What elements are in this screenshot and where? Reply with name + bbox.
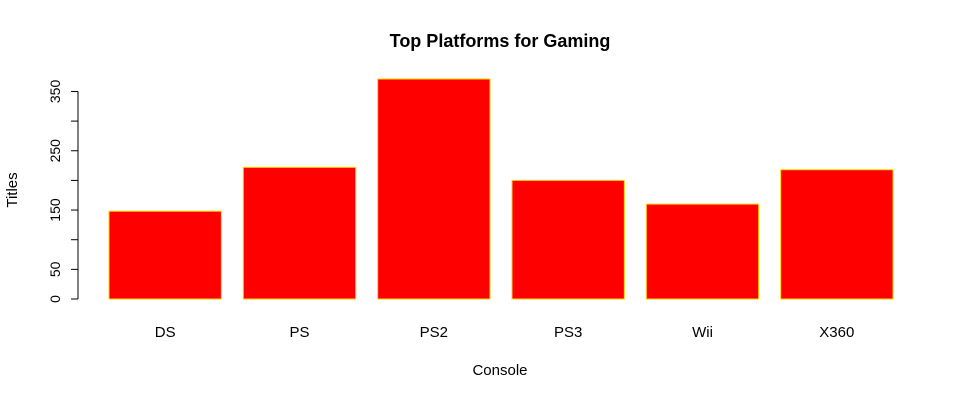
y-tick-label-150: 150 xyxy=(47,198,63,222)
bar-ps3 xyxy=(511,179,625,300)
y-axis-label: Titles xyxy=(4,172,21,207)
x-tick-label-ps2: PS2 xyxy=(420,324,448,341)
chart-title: Top Platforms for Gaming xyxy=(390,31,611,51)
x-category-labels: DS PS PS2 PS3 Wii X360 xyxy=(155,324,855,341)
bar-ps xyxy=(242,166,357,300)
x-tick-label-ps3: PS3 xyxy=(554,324,582,341)
bars-group xyxy=(108,78,894,300)
bar-ps2 xyxy=(377,78,491,300)
y-tick-label-50: 50 xyxy=(47,261,63,277)
y-tick-label-350: 350 xyxy=(47,80,63,104)
bar-wii xyxy=(645,203,760,300)
y-axis: 0 50 150 250 350 xyxy=(47,80,79,303)
x-tick-label-ps: PS xyxy=(289,324,309,341)
x-tick-label-ds: DS xyxy=(155,324,176,341)
x-tick-label-wii: Wii xyxy=(692,324,713,341)
bar-x360 xyxy=(780,169,894,300)
x-tick-label-x360: X360 xyxy=(819,324,854,341)
x-axis-label: Console xyxy=(472,362,527,379)
y-tick-label-0: 0 xyxy=(47,295,63,303)
bar-ds xyxy=(108,210,222,300)
y-tick-label-250: 250 xyxy=(47,139,63,163)
